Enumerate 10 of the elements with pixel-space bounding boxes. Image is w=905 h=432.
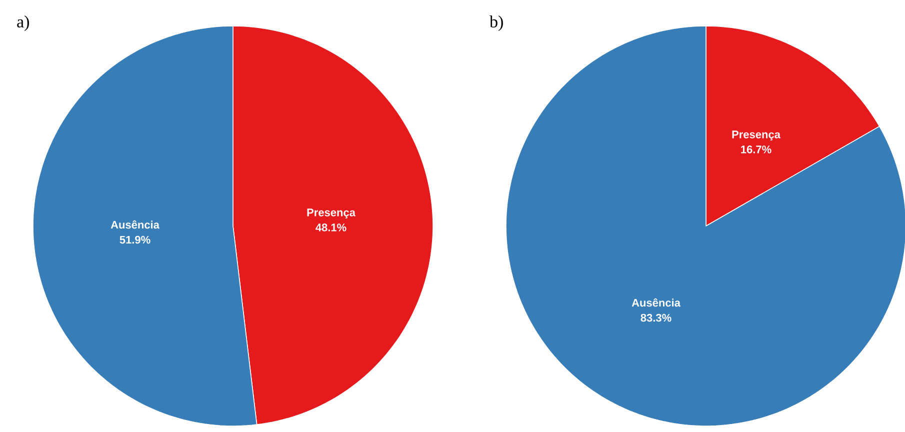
slice-label: Ausência <box>632 298 681 307</box>
chart-title: b) <box>490 16 503 31</box>
data-label: 83.3% <box>640 314 672 322</box>
slice-label: Presença <box>307 208 356 219</box>
data-label: 51.9% <box>120 236 150 244</box>
data-label: 16.7% <box>741 146 772 154</box>
chart-title: a) <box>17 16 29 31</box>
slice-label: Ausência <box>110 220 160 229</box>
slice-label: Presença <box>732 130 781 141</box>
data-label: 48.1% <box>316 224 346 232</box>
